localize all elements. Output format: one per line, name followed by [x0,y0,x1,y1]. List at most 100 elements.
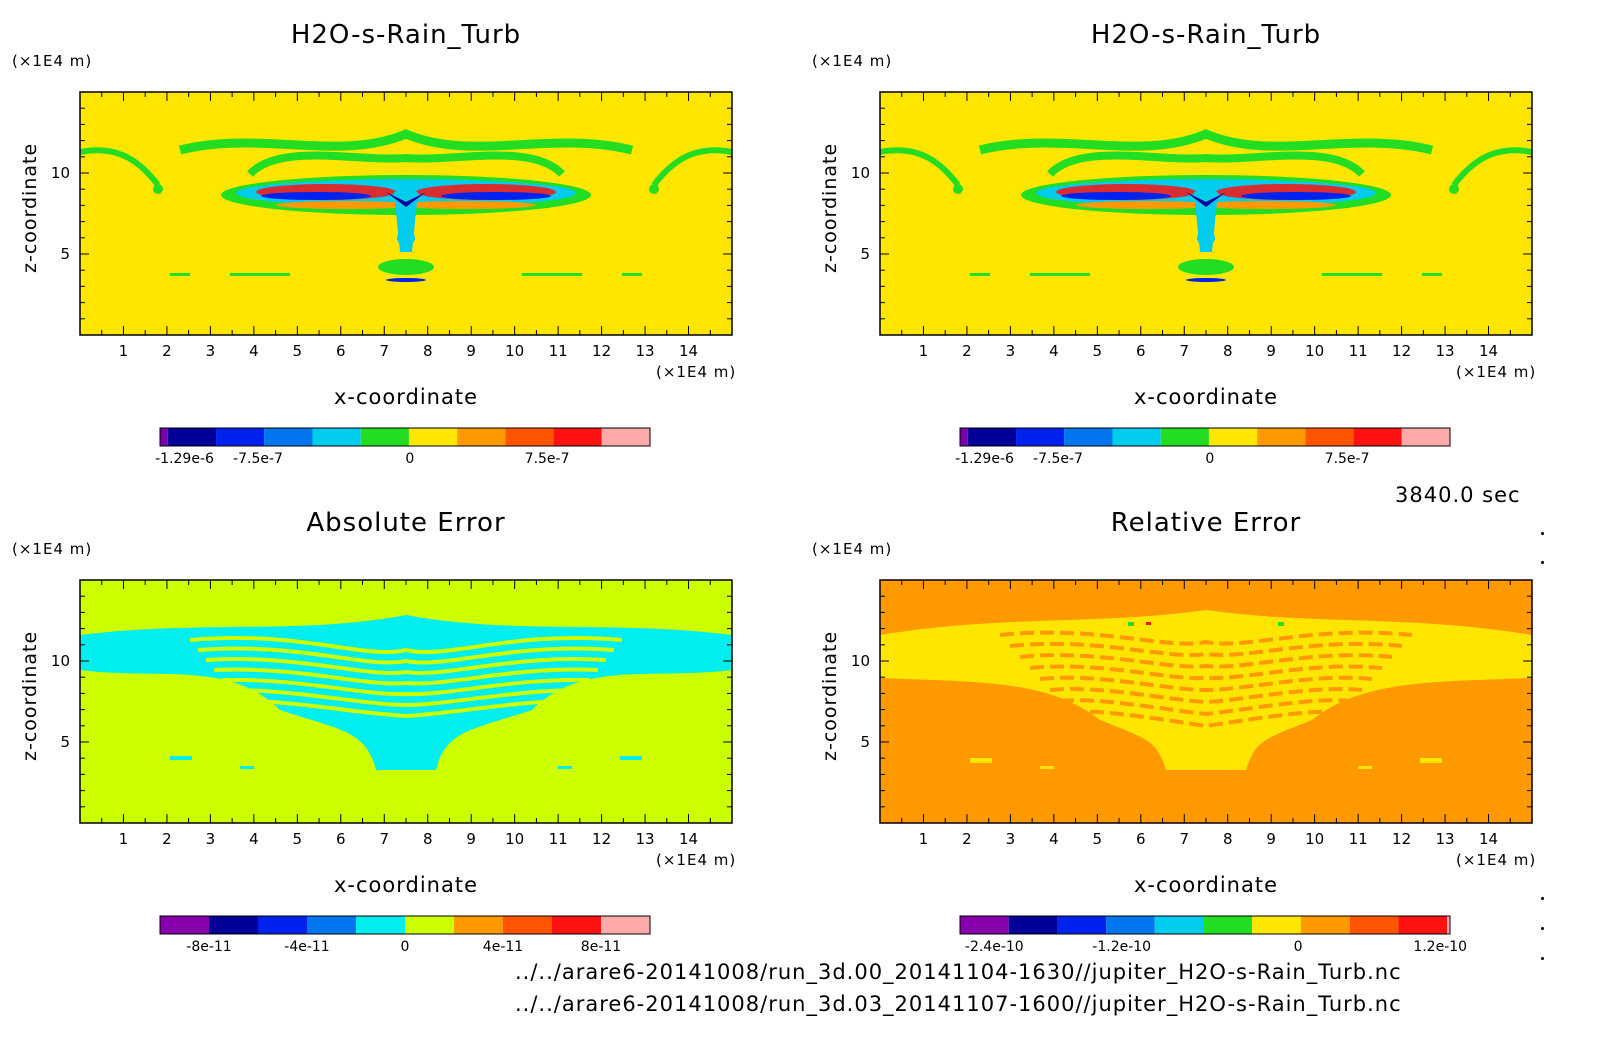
field-contour [261,192,371,200]
file-path-2: ../../arare6-20141008/run_3d.03_20141107… [515,992,1402,1016]
colorbar-tick-label: 0 [1205,451,1215,467]
x-tick-label: 7 [1179,342,1190,360]
field-contour [558,766,572,769]
y-axis-unit: (×1E4 m) [12,52,93,70]
field-contour [79,147,161,187]
colorbar-swatch [505,428,554,446]
colorbar-swatch [1160,428,1209,446]
field-contour [651,147,733,187]
chart-title: H2O-s-Rain_Turb [1090,20,1322,50]
field-contour [189,635,623,655]
field-pattern [880,610,1532,770]
x-tick-label: 14 [678,830,699,848]
colorbar-swatch [1064,428,1113,446]
panel-h2o-comparison: H2O-s-Rain_Turb (×1E4 m) 1 2 3 4 5 6 7 8 9 10 11 12 13… [800,0,1600,520]
colorbar-swatch [1349,916,1399,934]
x-tick-label: 9 [466,830,476,848]
field-contour [247,151,565,177]
field-contour [1197,230,1215,246]
x-tick-label: 10 [505,342,525,360]
x-tick-label: 13 [635,342,655,360]
y-axis-unit: (×1E4 m) [812,540,893,558]
colorbar-tick-label: -1.2e-10 [1092,939,1152,955]
field-contour [970,273,990,276]
panel-h2o-original: H2O-s-Rain_Turb (×1E4 m) 1 2 3 4 5 6 7 8 9 10 11 12 13… [0,0,800,520]
x-tick-label: 4 [249,342,259,360]
colorbar-swatch [1106,916,1155,934]
plot-canvas [79,91,733,447]
field-contour [178,129,634,155]
x-tick-label: 9 [1266,830,1276,848]
colorbar-swatch [1252,916,1301,934]
colorbar-tick-label: -8e-11 [186,939,232,955]
colorbar-swatch [967,428,1017,446]
field-contour [378,259,434,275]
colorbar-swatch [360,428,409,446]
colorbar-tick-label: -7.5e-7 [1033,451,1083,467]
field-contour [1186,192,1226,207]
colorbar-swatch [1016,428,1065,446]
colorbar-swatch [1398,916,1448,934]
x-tick-label: 5 [1092,342,1103,360]
colorbar-tick-label: -4e-11 [284,939,330,955]
field-contour [276,201,416,209]
x-tick-label: 5 [292,342,303,360]
timestamp-label: 3840.0 sec [1395,483,1521,507]
field-pattern [879,129,1533,282]
colorbar-swatch [1057,916,1107,934]
field-contour [240,766,254,769]
x-tick-label: 5 [1092,830,1103,848]
colorbar-swatch [960,428,968,446]
colorbar-swatch [457,428,506,446]
y-axis-unit: (×1E4 m) [12,540,93,558]
colorbar-swatch [1208,428,1258,446]
colorbar-swatch [552,916,601,934]
plot-canvas [879,91,1533,447]
x-tick-label: 9 [1266,342,1276,360]
field-contour [221,677,591,697]
x-tick-label: 1 [918,342,929,360]
file-path-1: ../../arare6-20141008/run_3d.00_20141104… [515,960,1402,984]
y-tick-label: 10 [50,164,70,182]
x-tick-label: 10 [505,830,525,848]
field-contour [1049,686,1363,705]
field-contour [1196,201,1336,209]
panel-relative-error: Relative Error (×1E4 m) 1 2 3 4 5 6 7 8 9 10 11 12 13 1… [800,488,1600,1008]
x-tick-label: 11 [1348,830,1368,848]
field-contour [1059,698,1353,717]
colorbar-swatch [1154,916,1204,934]
y-tick-label: 5 [60,245,70,263]
x-tick-label: 7 [379,342,390,360]
colorbar-swatch [160,916,209,934]
field-contour [1047,151,1365,177]
field-contour [237,698,575,719]
plot-canvas [879,579,1533,935]
margin-dot [1541,927,1544,930]
field-contour [620,756,642,760]
y-axis-label: z-coordinate [19,142,41,273]
x-tick-label: 10 [1305,342,1325,360]
x-tick-label: 7 [1179,830,1190,848]
y-tick-label: 10 [50,652,70,670]
colorbar-swatch [356,916,405,934]
field-contour [649,184,659,194]
colorbar-swatch [405,916,454,934]
x-tick-label: 13 [1435,830,1455,848]
field-contour [978,129,1434,155]
field-contour [1030,273,1090,276]
field-contour [1039,675,1373,693]
colorbar-swatch [601,428,650,446]
field-contour [213,667,599,686]
field-pattern [80,615,732,770]
colorbar-swatch [1401,428,1450,446]
x-tick-label: 13 [635,830,655,848]
field-contour [1449,184,1459,194]
field-contour [879,147,961,187]
colorbar-tick-label: -1.29e-6 [155,451,214,467]
field-contour [1241,192,1351,200]
field-contour [153,184,163,194]
colorbar-tick-label: 4e-11 [482,939,524,955]
colorbar-swatch [1203,916,1253,934]
x-tick-label: 12 [1392,342,1412,360]
x-tick-label: 4 [1049,342,1059,360]
